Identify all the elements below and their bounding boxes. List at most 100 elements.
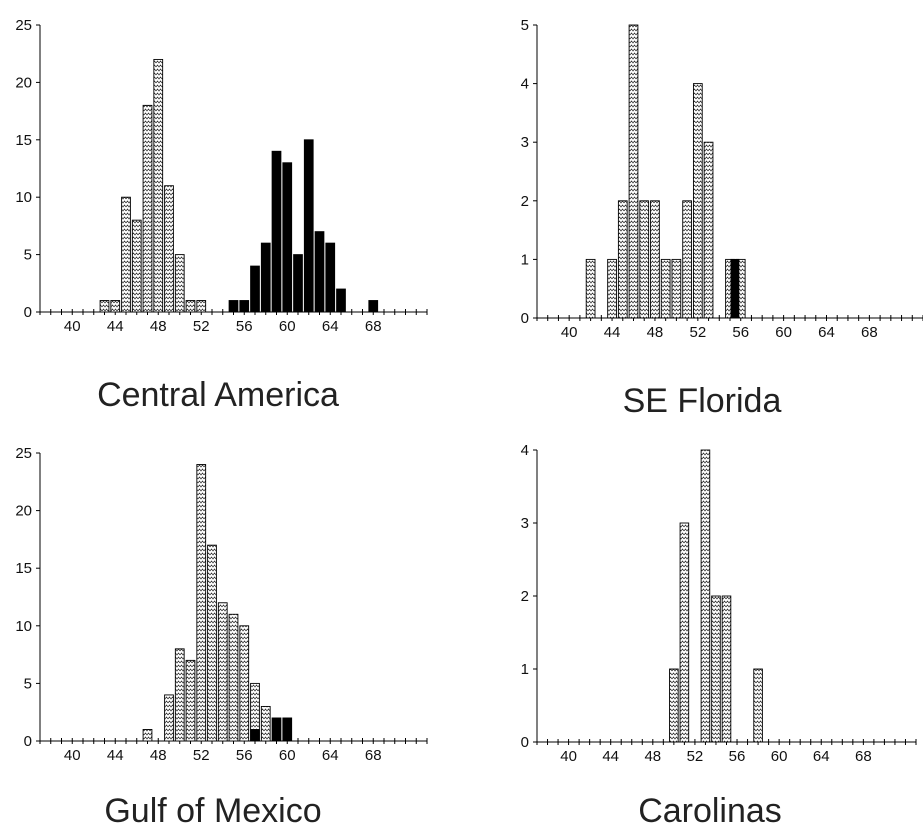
x-tick-label: 52 [193, 318, 210, 335]
y-tick-label: 5 [24, 247, 32, 264]
x-tick-label: 52 [689, 324, 706, 341]
y-tick-label: 15 [15, 132, 32, 149]
bar-solid [325, 242, 336, 313]
panel-central-america: Central America 40 44 48 52 56 60 64 68 0 5 10 15 20… [15, 17, 428, 414]
x-tick-label: 60 [279, 318, 296, 335]
y-tick-label: 10 [15, 189, 32, 206]
x-tick-label: 48 [150, 318, 167, 335]
x-tick-label: 60 [279, 747, 296, 764]
bar-hatched [671, 258, 682, 319]
y-tick-label: 4 [521, 442, 529, 459]
bar-hatched [711, 595, 721, 743]
y-tick-label: 25 [15, 445, 32, 462]
bar-hatched [679, 522, 690, 743]
y-tick-label: 0 [521, 310, 529, 327]
bar-solid [336, 288, 346, 313]
x-tick-label: 48 [150, 747, 167, 764]
bar-hatched [131, 219, 142, 313]
bar-solid [250, 729, 260, 742]
bar-hatched [607, 258, 617, 319]
x-tick-label: 64 [322, 747, 339, 764]
bar-hatched [217, 602, 228, 742]
bar-hatched [639, 200, 650, 319]
bar-hatched [721, 595, 732, 743]
y-tick-label: 10 [15, 618, 32, 635]
y-tick-label: 3 [521, 515, 529, 532]
x-tick-label: 40 [561, 324, 578, 341]
bar-solid [282, 717, 293, 742]
bar-solid [282, 162, 293, 313]
panel-title: Central America [97, 376, 339, 414]
bar-hatched [142, 729, 153, 742]
x-tick-label: 60 [771, 748, 788, 765]
x-tick-label: 44 [107, 318, 124, 335]
y-tick-label: 15 [15, 560, 32, 577]
y-tick-label: 2 [521, 588, 529, 605]
bar-hatched [260, 705, 271, 742]
bar-hatched [682, 200, 692, 319]
bar-hatched [703, 141, 714, 319]
panel-carolinas: Carolinas 40 44 48 52 56 60 64 68 0 1 2 3 4 [521, 442, 917, 827]
bar-hatched [239, 625, 250, 742]
panel-se-florida: SE Florida 40 44 48 52 56 60 64 68 0 1 2 3 4 5 [521, 17, 923, 420]
bar-solid [250, 265, 260, 313]
bar-hatched [628, 24, 639, 319]
bar-solid [271, 150, 282, 313]
y-tick-label: 2 [521, 193, 529, 210]
y-tick-label: 0 [24, 733, 32, 750]
bar-hatched [164, 694, 174, 742]
bar-solid [228, 300, 239, 313]
bar-solid [368, 300, 379, 313]
x-tick-label: 64 [322, 318, 339, 335]
bar-hatched [700, 449, 711, 743]
panel-title: SE Florida [623, 382, 782, 420]
bar-hatched [185, 659, 196, 742]
bar-hatched [753, 668, 763, 743]
x-tick-label: 56 [732, 324, 749, 341]
y-tick-label: 3 [521, 134, 529, 151]
panel-title: Gulf of Mexico [104, 792, 321, 827]
bar-hatched [99, 300, 110, 313]
bar-hatched [196, 300, 207, 313]
x-tick-label: 64 [813, 748, 830, 765]
x-tick-label: 52 [687, 748, 704, 765]
x-tick-label: 64 [818, 324, 835, 341]
y-tick-label: 0 [24, 304, 32, 321]
y-tick-label: 4 [521, 76, 529, 93]
bar-hatched [650, 200, 660, 319]
x-tick-label: 56 [236, 318, 253, 335]
x-tick-label: 44 [602, 748, 619, 765]
bar-hatched [164, 185, 174, 313]
y-tick-label: 20 [15, 503, 32, 520]
x-tick-label: 44 [604, 324, 621, 341]
bar-hatched [196, 464, 207, 742]
bar-solid [271, 717, 282, 742]
x-tick-label: 68 [855, 748, 872, 765]
y-tick-label: 1 [521, 251, 529, 268]
bar-solid [730, 258, 740, 319]
bar-hatched [585, 258, 596, 319]
y-tick-label: 0 [521, 734, 529, 751]
x-tick-label: 52 [193, 747, 210, 764]
bar-solid [260, 242, 271, 313]
x-tick-label: 44 [107, 747, 124, 764]
bar-solid [293, 254, 303, 313]
x-tick-label: 48 [644, 748, 661, 765]
bar-hatched [617, 200, 628, 319]
x-tick-label: 48 [647, 324, 664, 341]
bar-hatched [669, 668, 679, 743]
bar-solid [303, 139, 314, 313]
x-tick-label: 40 [560, 748, 577, 765]
bar-hatched [185, 300, 196, 313]
bar-hatched [692, 83, 703, 319]
y-tick-label: 25 [15, 17, 32, 34]
y-tick-label: 5 [521, 17, 529, 34]
bar-hatched [174, 254, 185, 313]
y-tick-label: 5 [24, 675, 32, 692]
bar-hatched [174, 648, 185, 742]
bar-hatched [110, 300, 121, 313]
bar-hatched [153, 58, 164, 313]
panel-gulf-of-mexico: Gulf of Mexico 40 44 48 52 56 60 64 68 0 5 10 15 20 2… [15, 445, 428, 827]
x-tick-label: 68 [365, 318, 382, 335]
